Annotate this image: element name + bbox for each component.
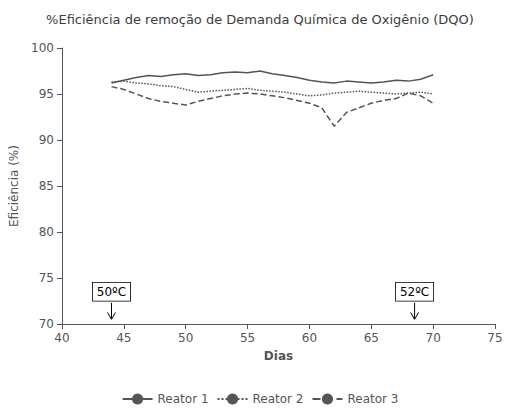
svg-text:85: 85 (39, 179, 54, 193)
svg-text:Dias: Dias (264, 349, 293, 363)
svg-text:75: 75 (487, 331, 502, 345)
svg-text:55: 55 (240, 331, 255, 345)
svg-text:Eficiência (%): Eficiência (%) (7, 145, 21, 227)
svg-text:70: 70 (426, 331, 441, 345)
svg-text:Reator 1: Reator 1 (158, 392, 209, 406)
svg-text:80: 80 (39, 225, 54, 239)
svg-text:50ºC: 50ºC (97, 285, 126, 299)
svg-text:40: 40 (54, 331, 69, 345)
svg-text:52ºC: 52ºC (400, 285, 429, 299)
svg-text:Reator 3: Reator 3 (347, 392, 398, 406)
svg-text:45: 45 (116, 331, 131, 345)
svg-text:100: 100 (31, 41, 54, 55)
svg-text:Reator 2: Reator 2 (253, 392, 304, 406)
svg-text:60: 60 (302, 331, 317, 345)
svg-text:65: 65 (364, 331, 379, 345)
svg-text:75: 75 (39, 271, 54, 285)
svg-text:70: 70 (39, 317, 54, 331)
svg-text:%Eficiência de remoção de Dema: %Eficiência de remoção de Demanda Químic… (46, 12, 474, 27)
svg-text:95: 95 (39, 87, 54, 101)
svg-text:90: 90 (39, 133, 54, 147)
svg-text:50: 50 (178, 331, 193, 345)
